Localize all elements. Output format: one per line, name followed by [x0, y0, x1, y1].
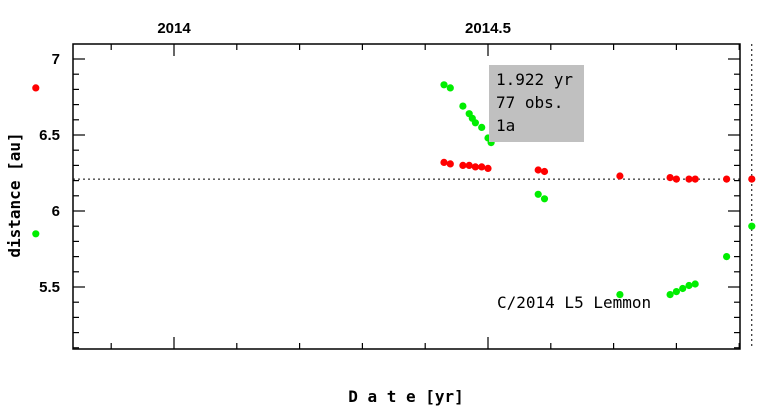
data-point-red [478, 163, 486, 171]
y-tick-label: 6.5 [39, 127, 60, 144]
data-point-red [440, 158, 448, 166]
y-tick-label: 7 [52, 51, 60, 68]
data-point-red [748, 175, 756, 183]
data-point-green [723, 253, 731, 261]
x-tick-label: 2014.5 [465, 20, 511, 37]
data-point-red [685, 175, 693, 183]
data-point-green [534, 190, 542, 198]
data-point-red [666, 174, 674, 182]
plot-frame [72, 43, 741, 350]
data-point-red [534, 166, 542, 174]
info-box: 1.922 yr 77 obs. 1a [489, 65, 584, 142]
data-point-red [484, 164, 492, 172]
info-box-period: 1.922 yr [496, 70, 573, 89]
info-box-background [489, 65, 584, 142]
data-point-red [471, 163, 479, 171]
data-point-red [32, 84, 40, 92]
data-point-green [32, 230, 40, 238]
data-point-green [616, 291, 624, 299]
x-tick-label: 2014 [157, 20, 191, 37]
data-point-green [478, 123, 486, 131]
y-axis-title: distance [au] [5, 132, 24, 257]
data-point-green [672, 288, 681, 296]
y-tick-label: 5.5 [39, 279, 60, 296]
data-point-green [679, 284, 687, 293]
comet-name-label: C/2014 L5 Lemmon [497, 293, 651, 312]
data-point-green [666, 291, 674, 299]
info-box-observations: 77 obs. [496, 93, 563, 112]
data-point-green [471, 119, 479, 127]
data-point-green [685, 281, 693, 290]
data-point-red [672, 175, 681, 183]
x-axis-title: D a t e [yr] [348, 387, 464, 406]
data-point-green [446, 84, 454, 92]
info-box-code: 1a [496, 116, 515, 135]
data-point-red [446, 160, 454, 168]
data-point-red [540, 167, 549, 176]
data-point-red [616, 172, 624, 180]
data-point-green [459, 102, 467, 110]
data-point-green [748, 222, 756, 230]
y-tick-label: 6 [52, 203, 60, 220]
data-point-green [440, 81, 448, 89]
data-point-red [465, 161, 473, 169]
data-point-green [540, 195, 549, 203]
data-point-green [691, 280, 699, 288]
data-point-red [723, 175, 731, 183]
points-layer [32, 81, 756, 299]
data-point-red [459, 161, 467, 169]
data-point-red [691, 175, 699, 183]
